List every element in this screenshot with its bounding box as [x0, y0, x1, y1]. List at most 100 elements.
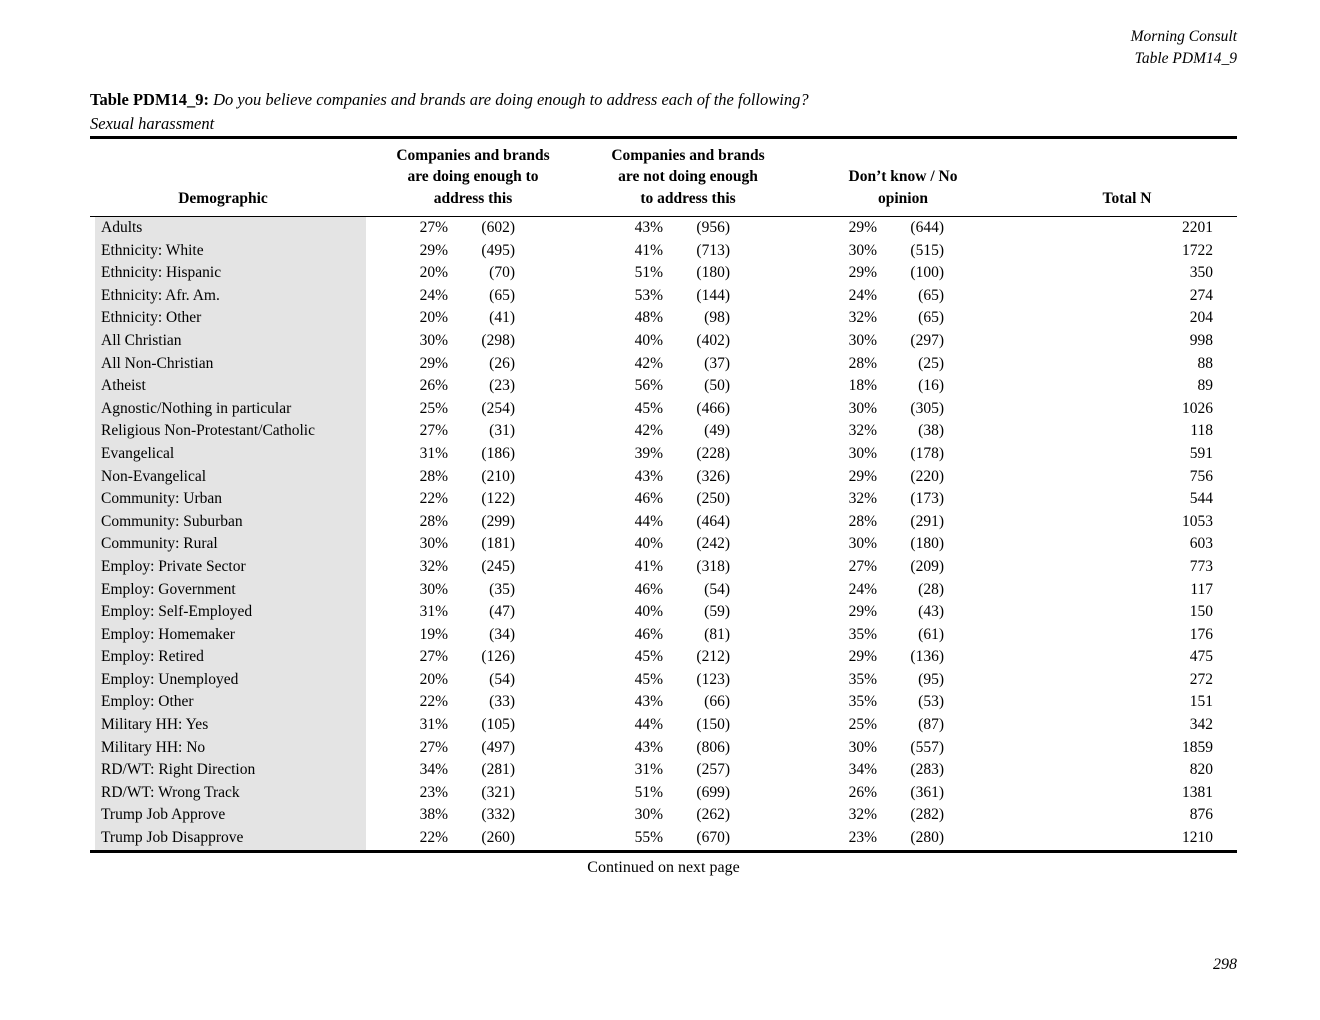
- table-row: RD/WT: Right Direction 34% (281) 31% (25…: [90, 759, 1237, 782]
- not-doing-enough-n-cell: (37): [704, 354, 730, 372]
- column-header-total-n: Total N: [1102, 189, 1152, 207]
- not-doing-enough-n-cell: (50): [704, 377, 730, 395]
- doing-enough-pct-cell: 27%: [419, 219, 448, 236]
- demographic-cell: Military HH: No: [95, 736, 366, 760]
- total-n-cell: 756: [1189, 467, 1213, 485]
- doing-enough-n-cell: (281): [481, 761, 515, 779]
- dont-know-n-cell: (43): [918, 603, 944, 621]
- doing-enough-pct-cell: 22%: [419, 693, 448, 711]
- table-row: Employ: Homemaker 19% (34) 46% (81) 35% …: [90, 623, 1237, 647]
- doing-enough-pct-cell: 30%: [419, 331, 448, 349]
- total-n-cell: 475: [1189, 648, 1213, 666]
- doing-enough-pct-cell: 31%: [419, 603, 448, 621]
- not-doing-enough-n-cell: (66): [704, 693, 730, 711]
- not-doing-enough-pct-cell: 43%: [634, 467, 663, 485]
- dont-know-pct-cell: 24%: [848, 580, 877, 598]
- doing-enough-n-cell: (299): [481, 512, 515, 530]
- table-row: RD/WT: Wrong Track 23% (321) 51% (699) 2…: [90, 781, 1237, 805]
- document-header: Morning Consult Table PDM14_9: [1131, 26, 1237, 69]
- total-n-cell: 998: [1189, 331, 1213, 349]
- table-row: Atheist 26% (23) 56% (50) 18% (16) 89: [90, 375, 1237, 398]
- doing-enough-pct-cell: 27%: [419, 422, 448, 440]
- not-doing-enough-n-cell: (54): [704, 580, 730, 598]
- doing-enough-pct-cell: 31%: [419, 716, 448, 734]
- dont-know-n-cell: (53): [918, 693, 944, 711]
- demographic-cell: Ethnicity: White: [95, 239, 366, 263]
- total-n-cell: 603: [1189, 535, 1213, 553]
- doing-enough-pct-cell: 28%: [419, 512, 448, 530]
- total-n-cell: 820: [1189, 761, 1213, 779]
- table-row: Community: Suburban 28% (299) 44% (464) …: [90, 510, 1237, 534]
- demographic-cell: Non-Evangelical: [95, 465, 366, 489]
- demographic-cell: Ethnicity: Afr. Am.: [95, 284, 366, 308]
- table-body: Adults 27% (602) 43% (956) 29% (644) 220…: [90, 217, 1237, 853]
- page-number: 298: [1213, 956, 1237, 973]
- not-doing-enough-n-cell: (212): [696, 648, 730, 666]
- doing-enough-pct-cell: 20%: [419, 264, 448, 282]
- not-doing-enough-n-cell: (257): [696, 761, 730, 779]
- doing-enough-n-cell: (70): [489, 264, 515, 282]
- not-doing-enough-n-cell: (670): [696, 829, 730, 847]
- doing-enough-pct-cell: 26%: [419, 377, 448, 395]
- not-doing-enough-n-cell: (806): [696, 738, 730, 756]
- not-doing-enough-n-cell: (144): [696, 286, 730, 304]
- dont-know-n-cell: (297): [910, 331, 944, 349]
- not-doing-enough-n-cell: (956): [696, 219, 730, 236]
- dont-know-pct-cell: 30%: [848, 331, 877, 349]
- dont-know-n-cell: (280): [910, 829, 944, 847]
- table-row: All Non-Christian 29% (26) 42% (37) 28% …: [90, 352, 1237, 376]
- not-doing-enough-pct-cell: 46%: [634, 490, 663, 508]
- table-row: Trump Job Disapprove 22% (260) 55% (670)…: [90, 827, 1237, 850]
- dont-know-pct-cell: 29%: [848, 219, 877, 236]
- dont-know-n-cell: (65): [918, 309, 944, 327]
- total-n-cell: 89: [1197, 377, 1214, 395]
- dont-know-pct-cell: 30%: [848, 738, 877, 756]
- dont-know-n-cell: (25): [918, 354, 944, 372]
- total-n-cell: 1053: [1182, 512, 1213, 530]
- table-row: Employ: Unemployed 20% (54) 45% (123) 35…: [90, 668, 1237, 692]
- demographic-cell: Employ: Unemployed: [95, 668, 366, 692]
- dont-know-pct-cell: 30%: [848, 444, 877, 462]
- dont-know-n-cell: (361): [910, 783, 944, 801]
- not-doing-enough-pct-cell: 53%: [634, 286, 663, 304]
- dont-know-n-cell: (136): [910, 648, 944, 666]
- demographic-cell: Evangelical: [95, 442, 366, 466]
- doing-enough-n-cell: (181): [481, 535, 515, 553]
- total-n-cell: 272: [1189, 670, 1213, 688]
- dont-know-n-cell: (16): [918, 377, 944, 395]
- table-header-row: Demographic Companies and brands are doi…: [90, 136, 1237, 217]
- total-n-cell: 591: [1189, 444, 1213, 462]
- continued-note: Continued on next page: [587, 859, 740, 876]
- dont-know-pct-cell: 26%: [848, 783, 877, 801]
- total-n-cell: 151: [1189, 693, 1213, 711]
- dont-know-n-cell: (180): [910, 535, 944, 553]
- not-doing-enough-n-cell: (402): [696, 331, 730, 349]
- total-n-cell: 176: [1189, 625, 1213, 643]
- not-doing-enough-n-cell: (466): [696, 399, 730, 417]
- doing-enough-pct-cell: 27%: [419, 738, 448, 756]
- doing-enough-n-cell: (298): [481, 331, 515, 349]
- dont-know-n-cell: (282): [910, 806, 944, 824]
- doing-enough-n-cell: (260): [481, 829, 515, 847]
- not-doing-enough-n-cell: (262): [696, 806, 730, 824]
- table-row: Agnostic/Nothing in particular 25% (254)…: [90, 397, 1237, 421]
- dont-know-pct-cell: 34%: [848, 761, 877, 779]
- demographic-cell: Adults: [95, 217, 366, 240]
- table-row: Employ: Retired 27% (126) 45% (212) 29% …: [90, 646, 1237, 669]
- not-doing-enough-pct-cell: 45%: [634, 399, 663, 417]
- dont-know-pct-cell: 32%: [848, 806, 877, 824]
- total-n-cell: 118: [1190, 422, 1213, 440]
- dont-know-n-cell: (87): [918, 716, 944, 734]
- dont-know-n-cell: (291): [910, 512, 944, 530]
- doing-enough-pct-cell: 32%: [419, 557, 448, 575]
- not-doing-enough-n-cell: (59): [704, 603, 730, 621]
- survey-table: Demographic Companies and brands are doi…: [90, 136, 1237, 853]
- demographic-cell: Ethnicity: Other: [95, 307, 366, 330]
- total-n-cell: 204: [1189, 309, 1213, 327]
- dont-know-pct-cell: 30%: [848, 399, 877, 417]
- table-reference: Table PDM14_9: [1134, 49, 1237, 67]
- doing-enough-n-cell: (332): [481, 806, 515, 824]
- doing-enough-pct-cell: 22%: [419, 829, 448, 847]
- column-header-demographic: Demographic: [178, 189, 268, 207]
- dont-know-pct-cell: 35%: [848, 670, 877, 688]
